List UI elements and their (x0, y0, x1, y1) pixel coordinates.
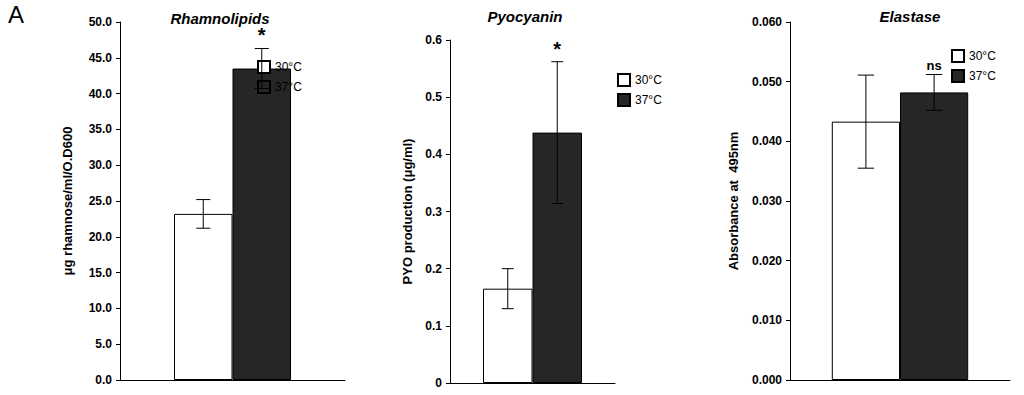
svg-text:0.030: 0.030 (752, 194, 782, 208)
svg-text:0.050: 0.050 (752, 75, 782, 89)
svg-text:10.0: 10.0 (89, 301, 113, 315)
svg-text:0.0: 0.0 (95, 373, 112, 387)
svg-text:Elastase: Elastase (880, 8, 941, 25)
svg-text:37°C: 37°C (635, 93, 662, 107)
svg-text:25.0: 25.0 (89, 194, 113, 208)
svg-text:5.0: 5.0 (95, 337, 112, 351)
svg-text:15.0: 15.0 (89, 266, 113, 280)
svg-text:30°C: 30°C (969, 49, 996, 63)
svg-text:30.0: 30.0 (89, 158, 113, 172)
svg-text:*: * (553, 38, 561, 60)
svg-text:ns: ns (927, 58, 942, 73)
svg-text:20.0: 20.0 (89, 230, 113, 244)
svg-text:Absorbance at 495nm: Absorbance at 495nm (726, 132, 741, 271)
svg-text:30°C: 30°C (635, 73, 662, 87)
svg-text:0.6: 0.6 (425, 33, 442, 47)
svg-text:30°C: 30°C (275, 60, 302, 74)
svg-text:40.0: 40.0 (89, 87, 113, 101)
svg-text:0.060: 0.060 (752, 15, 782, 29)
svg-text:0.5: 0.5 (425, 90, 442, 104)
svg-text:Rhamnolipids: Rhamnolipids (170, 10, 269, 27)
svg-text:0.010: 0.010 (752, 313, 782, 327)
svg-text:0.1: 0.1 (425, 319, 442, 333)
svg-text:0.040: 0.040 (752, 134, 782, 148)
svg-text:37°C: 37°C (969, 69, 996, 83)
svg-text:0.4: 0.4 (425, 147, 442, 161)
svg-text:37°C: 37°C (275, 80, 302, 94)
svg-text:50.0: 50.0 (89, 15, 113, 29)
svg-text:0.000: 0.000 (752, 373, 782, 387)
svg-text:0.3: 0.3 (425, 205, 442, 219)
svg-text:*: * (258, 24, 266, 46)
svg-text:0.020: 0.020 (752, 254, 782, 268)
svg-text:μg rhamnose/ml/O.D600: μg rhamnose/ml/O.D600 (60, 127, 75, 276)
svg-text:35.0: 35.0 (89, 122, 113, 136)
svg-text:Pyocyanin: Pyocyanin (487, 8, 562, 25)
svg-text:45.0: 45.0 (89, 51, 113, 65)
svg-text:0.2: 0.2 (425, 262, 442, 276)
svg-text:0: 0 (435, 376, 442, 390)
svg-text:A: A (8, 1, 24, 28)
svg-text:PYO production (μg/ml): PYO production (μg/ml) (400, 139, 415, 285)
